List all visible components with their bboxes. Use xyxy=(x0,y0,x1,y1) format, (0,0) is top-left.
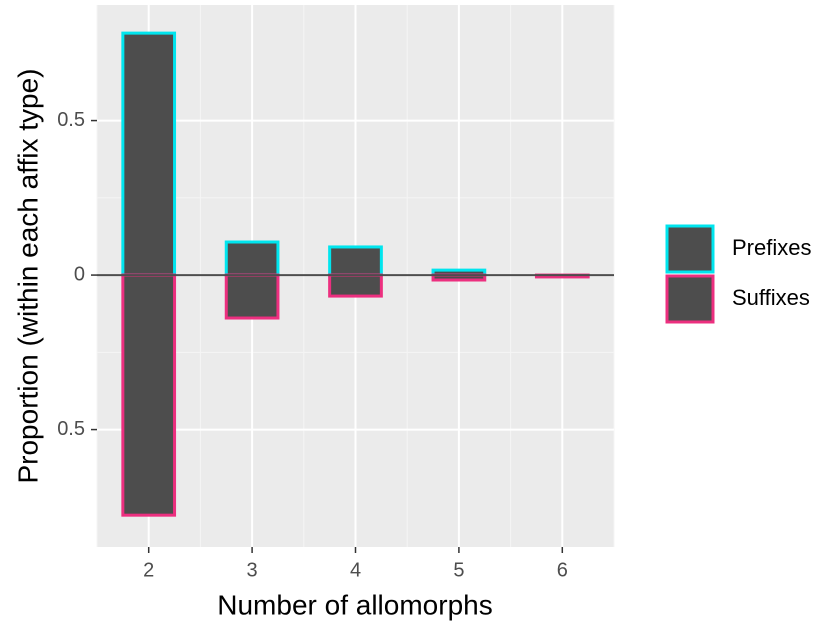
x-tick-label: 5 xyxy=(453,559,464,581)
y-tick-label: 0 xyxy=(74,263,85,285)
y-tick-label: 0.5 xyxy=(57,418,85,440)
x-tick-label: 4 xyxy=(350,559,361,581)
y-axis-title: Proportion (within each affix type) xyxy=(12,68,43,483)
bar xyxy=(121,273,177,517)
bar xyxy=(328,245,383,277)
legend-key xyxy=(665,224,715,274)
legend-label: Suffixes xyxy=(732,285,810,310)
legend-label: Prefixes xyxy=(732,235,811,260)
x-tick-label: 3 xyxy=(247,559,258,581)
y-tick-label: 0.5 xyxy=(57,109,85,131)
x-tick-label: 2 xyxy=(143,559,154,581)
x-tick-label: 6 xyxy=(557,559,568,581)
bar xyxy=(224,273,280,320)
bar xyxy=(121,31,177,277)
bar xyxy=(328,273,383,298)
bar xyxy=(224,240,280,277)
x-axis-title: Number of allomorphs xyxy=(217,589,492,620)
legend-key xyxy=(665,274,715,324)
